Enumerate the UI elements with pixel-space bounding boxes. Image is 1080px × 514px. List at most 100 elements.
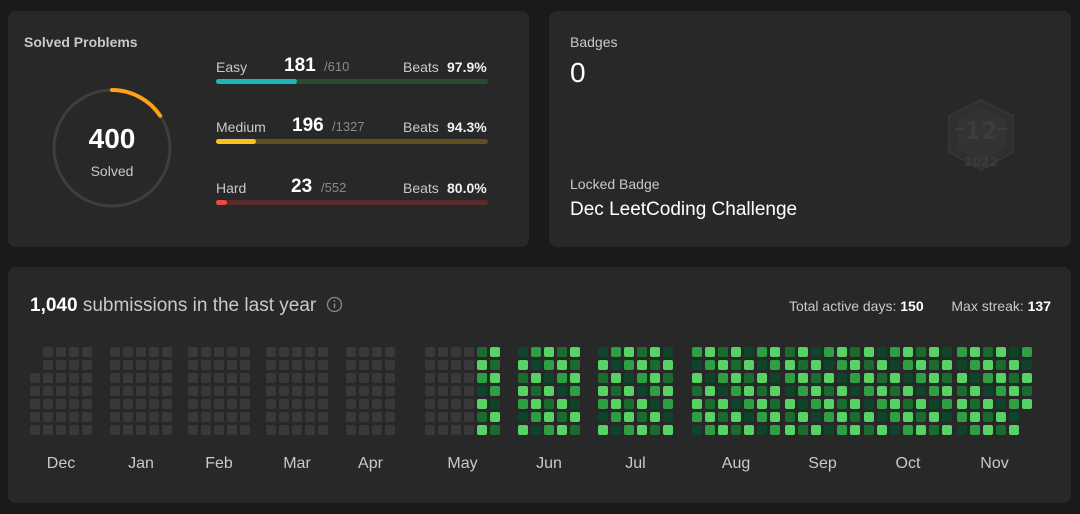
calendar-day-cell[interactable] (757, 399, 767, 409)
calendar-day-cell[interactable] (149, 386, 159, 396)
calendar-day-cell[interactable] (557, 425, 567, 435)
calendar-day-cell[interactable] (877, 373, 887, 383)
calendar-day-cell[interactable] (385, 425, 395, 435)
calendar-day-cell[interactable] (544, 425, 554, 435)
calendar-day-cell[interactable] (385, 360, 395, 370)
calendar-day-cell[interactable] (305, 399, 315, 409)
calendar-day-cell[interactable] (544, 399, 554, 409)
calendar-day-cell[interactable] (598, 399, 608, 409)
calendar-day-cell[interactable] (811, 412, 821, 422)
calendar-day-cell[interactable] (570, 425, 580, 435)
calendar-day-cell[interactable] (279, 373, 289, 383)
calendar-day-cell[interactable] (518, 347, 528, 357)
calendar-day-cell[interactable] (996, 399, 1006, 409)
calendar-day-cell[interactable] (305, 347, 315, 357)
calendar-day-cell[interactable] (82, 386, 92, 396)
calendar-day-cell[interactable] (798, 399, 808, 409)
calendar-day-cell[interactable] (490, 399, 500, 409)
calendar-day-cell[interactable] (385, 412, 395, 422)
calendar-day-cell[interactable] (110, 399, 120, 409)
calendar-day-cell[interactable] (929, 360, 939, 370)
calendar-day-cell[interactable] (385, 347, 395, 357)
calendar-day-cell[interactable] (824, 360, 834, 370)
calendar-day-cell[interactable] (346, 425, 356, 435)
calendar-day-cell[interactable] (43, 425, 53, 435)
calendar-day-cell[interactable] (864, 425, 874, 435)
calendar-day-cell[interactable] (996, 425, 1006, 435)
calendar-day-cell[interactable] (1022, 347, 1032, 357)
calendar-day-cell[interactable] (770, 373, 780, 383)
calendar-day-cell[interactable] (850, 373, 860, 383)
calendar-day-cell[interactable] (227, 360, 237, 370)
calendar-day-cell[interactable] (1022, 373, 1032, 383)
calendar-day-cell[interactable] (359, 386, 369, 396)
calendar-day-cell[interactable] (346, 373, 356, 383)
calendar-day-cell[interactable] (359, 412, 369, 422)
calendar-day-cell[interactable] (890, 399, 900, 409)
calendar-day-cell[interactable] (598, 425, 608, 435)
calendar-day-cell[interactable] (731, 386, 741, 396)
calendar-day-cell[interactable] (942, 425, 952, 435)
calendar-day-cell[interactable] (136, 360, 146, 370)
calendar-day-cell[interactable] (598, 360, 608, 370)
calendar-day-cell[interactable] (451, 373, 461, 383)
calendar-day-cell[interactable] (970, 360, 980, 370)
calendar-day-cell[interactable] (757, 386, 767, 396)
calendar-day-cell[interactable] (611, 347, 621, 357)
calendar-day-cell[interactable] (705, 399, 715, 409)
calendar-day-cell[interactable] (850, 399, 860, 409)
calendar-day-cell[interactable] (1009, 399, 1019, 409)
calendar-day-cell[interactable] (557, 347, 567, 357)
calendar-day-cell[interactable] (637, 425, 647, 435)
calendar-day-cell[interactable] (916, 386, 926, 396)
calendar-day-cell[interactable] (785, 425, 795, 435)
calendar-day-cell[interactable] (425, 399, 435, 409)
calendar-day-cell[interactable] (916, 347, 926, 357)
calendar-day-cell[interactable] (149, 399, 159, 409)
calendar-day-cell[interactable] (916, 360, 926, 370)
calendar-day-cell[interactable] (611, 425, 621, 435)
calendar-day-cell[interactable] (477, 425, 487, 435)
calendar-day-cell[interactable] (136, 373, 146, 383)
calendar-day-cell[interactable] (266, 347, 276, 357)
calendar-day-cell[interactable] (372, 373, 382, 383)
calendar-day-cell[interactable] (611, 412, 621, 422)
calendar-day-cell[interactable] (996, 412, 1006, 422)
calendar-day-cell[interactable] (110, 373, 120, 383)
calendar-day-cell[interactable] (983, 412, 993, 422)
calendar-day-cell[interactable] (279, 347, 289, 357)
calendar-day-cell[interactable] (227, 373, 237, 383)
calendar-day-cell[interactable] (903, 360, 913, 370)
calendar-day-cell[interactable] (372, 347, 382, 357)
calendar-day-cell[interactable] (731, 399, 741, 409)
calendar-day-cell[interactable] (837, 399, 847, 409)
calendar-day-cell[interactable] (464, 373, 474, 383)
calendar-day-cell[interactable] (824, 386, 834, 396)
calendar-day-cell[interactable] (318, 386, 328, 396)
calendar-day-cell[interactable] (864, 373, 874, 383)
calendar-day-cell[interactable] (942, 399, 952, 409)
calendar-day-cell[interactable] (30, 386, 40, 396)
calendar-day-cell[interactable] (744, 425, 754, 435)
calendar-day-cell[interactable] (837, 412, 847, 422)
calendar-day-cell[interactable] (798, 360, 808, 370)
calendar-day-cell[interactable] (136, 386, 146, 396)
calendar-day-cell[interactable] (798, 386, 808, 396)
calendar-day-cell[interactable] (637, 360, 647, 370)
calendar-day-cell[interactable] (372, 360, 382, 370)
calendar-day-cell[interactable] (864, 386, 874, 396)
calendar-day-cell[interactable] (624, 373, 634, 383)
calendar-day-cell[interactable] (385, 386, 395, 396)
calendar-day-cell[interactable] (850, 347, 860, 357)
locked-badge-icon[interactable]: 12 2022 (941, 96, 1021, 176)
calendar-day-cell[interactable] (318, 347, 328, 357)
calendar-day-cell[interactable] (438, 386, 448, 396)
calendar-day-cell[interactable] (837, 373, 847, 383)
calendar-day-cell[interactable] (598, 373, 608, 383)
calendar-day-cell[interactable] (837, 360, 847, 370)
calendar-day-cell[interactable] (477, 347, 487, 357)
calendar-day-cell[interactable] (744, 360, 754, 370)
calendar-day-cell[interactable] (692, 360, 702, 370)
calendar-day-cell[interactable] (69, 360, 79, 370)
calendar-day-cell[interactable] (292, 399, 302, 409)
